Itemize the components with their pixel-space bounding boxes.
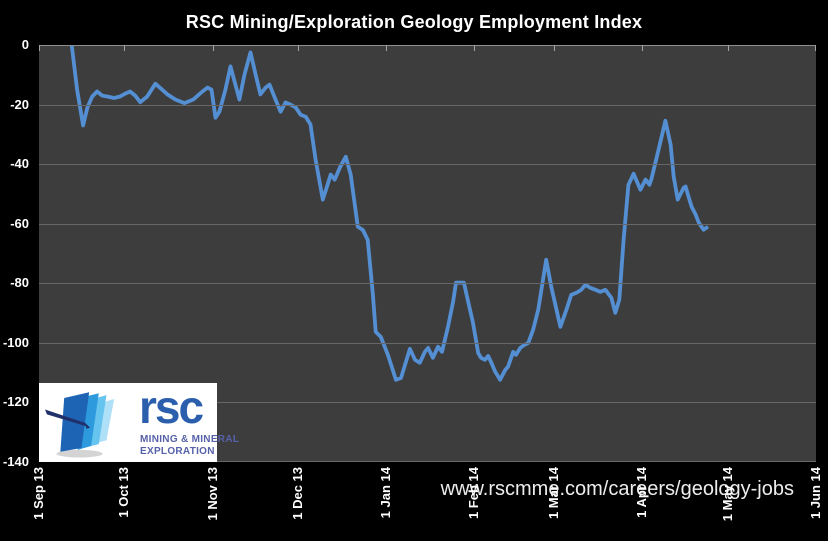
x-tick-label: 1 Jan 14 xyxy=(378,467,394,519)
gridline xyxy=(39,342,816,344)
website-url: www.rscmme.com/careers/geology-jobs xyxy=(440,478,794,500)
x-tick-label: 1 Dec 13 xyxy=(290,467,305,520)
x-tick-label: 1 Mar 14 xyxy=(546,467,562,520)
index-line xyxy=(69,45,709,382)
line-series-canvas xyxy=(69,45,709,382)
rsc-logo-graphic xyxy=(45,392,115,458)
x-axis-tick xyxy=(474,45,476,51)
x-tick-label: 1 Jun 14 xyxy=(808,467,823,520)
x-tick-label: 1 May 14 xyxy=(719,467,735,522)
y-tick-label: -80 xyxy=(10,275,29,291)
rsc-logo-wordmark: rsc xyxy=(139,381,204,433)
gridline xyxy=(39,223,816,225)
x-axis-tick xyxy=(39,45,40,51)
y-axis-labels: 0 -20 -40 -60 -80 -100 -120 -140 xyxy=(0,0,34,541)
y-tick-label: -60 xyxy=(10,215,29,231)
x-axis-tick xyxy=(727,45,729,51)
rsc-logo-tagline-line2: EXPLORATION xyxy=(140,446,215,457)
y-tick-label: -120 xyxy=(2,394,29,410)
x-axis-tick xyxy=(554,45,556,51)
x-tick-label: 1 Nov 13 xyxy=(204,467,220,521)
gridline xyxy=(39,461,816,462)
y-tick-label: 0 xyxy=(21,37,29,52)
y-tick-label: -100 xyxy=(2,334,29,350)
y-tick-label: -140 xyxy=(2,454,29,469)
x-tick-label: 1 Apr 14 xyxy=(634,467,650,518)
rsc-logo-tagline: MINING & MINERAL EXPLORATION xyxy=(140,434,239,458)
gridline xyxy=(39,45,816,46)
x-axis-tick xyxy=(298,45,299,51)
x-axis-tick xyxy=(124,45,126,51)
x-axis-tick xyxy=(212,45,214,51)
x-axis-tick xyxy=(386,45,388,51)
gridline xyxy=(39,402,816,404)
gridline xyxy=(39,164,816,166)
y-tick-label: -20 xyxy=(10,96,29,112)
x-tick-label: 1 Feb 14 xyxy=(466,467,482,520)
x-axis-tick xyxy=(642,45,644,51)
rsc-logo-tagline-line1: MINING & MINERAL xyxy=(140,434,240,445)
x-axis-tick xyxy=(815,45,816,51)
x-tick-label: 1 Oct 13 xyxy=(116,467,132,518)
rsc-logo: rsc MINING & MINERAL EXPLORATION xyxy=(39,381,239,462)
chart-title: RSC Mining/Exploration Geology Employmen… xyxy=(185,12,643,32)
y-tick-label: -40 xyxy=(10,156,29,172)
gridline xyxy=(39,104,816,106)
gridline xyxy=(39,283,816,285)
x-tick-label: 1 Sep 13 xyxy=(31,467,46,520)
